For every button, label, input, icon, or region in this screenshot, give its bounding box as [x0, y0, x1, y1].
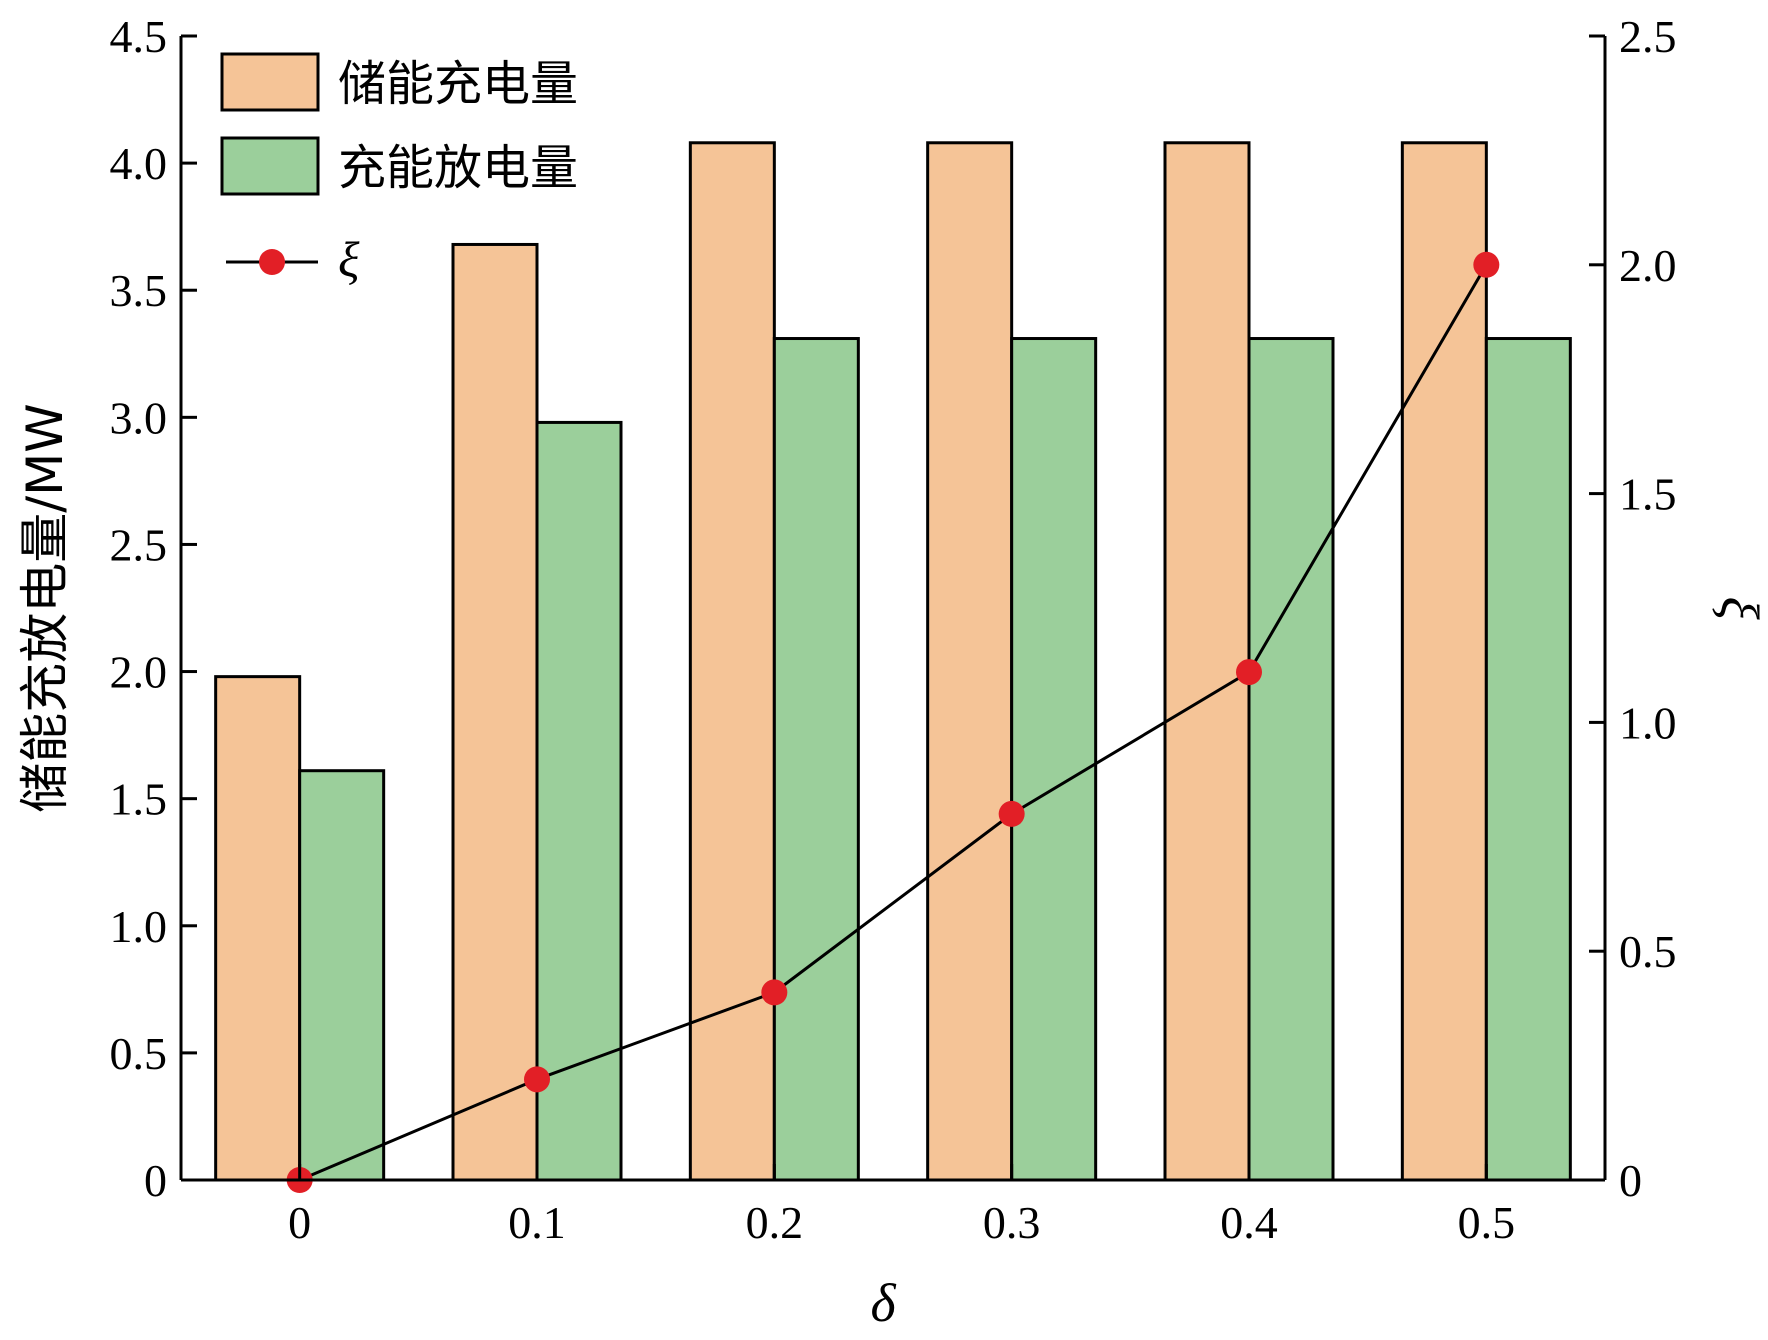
y2-tick-label-0: 0	[1619, 1155, 1642, 1206]
x-tick-label-1: 0.1	[508, 1197, 566, 1248]
x-tick-label-3: 0.3	[983, 1197, 1041, 1248]
bar-discharge-3	[1010, 337, 1098, 1182]
tick-layer: 0 0.5 1.0 1.5 2.0 2.5 3.0 3.5 4.0 4.5 0 0.5 1.0 1.5 2.…	[110, 11, 1677, 1248]
bar-discharge-5	[1484, 337, 1572, 1182]
bar-charge-4	[1163, 141, 1251, 1182]
bar-discharge-2	[772, 337, 860, 1182]
y2-tick-label-5: 2.5	[1619, 11, 1677, 62]
y-tick-label-2: 1.0	[110, 901, 168, 952]
x-tick-label-0: 0	[288, 1197, 311, 1248]
y2-axis-title: ξ	[1710, 596, 1768, 620]
x-tick-label-5: 0.5	[1458, 1197, 1516, 1248]
bar-charge-5	[1400, 141, 1488, 1182]
legend-label-discharge: 充能放电量	[338, 140, 578, 196]
xi-point-5	[1473, 251, 1500, 278]
y-tick-label-1: 0.5	[110, 1028, 168, 1079]
x-tick-label-4: 0.4	[1220, 1197, 1278, 1248]
xi-point-1	[524, 1066, 550, 1093]
bar-charge-1	[451, 242, 539, 1182]
y-tick-label-6: 3.0	[110, 392, 168, 443]
y-tick-label-0: 0	[144, 1155, 167, 1206]
x-tick-label-2: 0.2	[746, 1197, 804, 1248]
legend: 储能充电量 充能放电量 ξ	[220, 52, 578, 287]
legend-marker-xi	[259, 249, 285, 275]
legend-label-xi: ξ	[338, 231, 360, 287]
bar-charge-3	[926, 141, 1014, 1182]
line-layer	[286, 251, 1500, 1193]
bar-discharge-0	[298, 769, 386, 1182]
y-tick-label-4: 2.0	[110, 647, 168, 698]
y2-tick-label-4: 2.0	[1619, 240, 1677, 291]
y2-tick-label-1: 0.5	[1619, 926, 1677, 977]
y-tick-label-8: 4.0	[110, 138, 168, 189]
axes	[179, 36, 1607, 1182]
y-tick-label-7: 3.5	[110, 265, 168, 316]
xi-line	[299, 264, 1488, 1182]
legend-label-charge: 储能充电量	[338, 56, 578, 112]
xi-point-4	[1236, 659, 1262, 686]
bar-charge-0	[214, 675, 302, 1182]
y2-tick-label-2: 1.0	[1619, 697, 1677, 748]
bar-discharge-4	[1247, 337, 1335, 1182]
x-axis-title: δ	[870, 1273, 896, 1333]
xi-point-3	[998, 800, 1025, 827]
legend-swatch-charge	[220, 52, 320, 112]
bar-discharge-1	[535, 420, 623, 1182]
xi-point-2	[761, 979, 788, 1006]
y2-tick-label-3: 1.5	[1619, 469, 1677, 520]
y-tick-label-3: 1.5	[110, 774, 168, 825]
legend-swatch-discharge	[220, 136, 320, 196]
bar-layer	[214, 141, 1572, 1182]
y-tick-label-5: 2.5	[110, 519, 168, 570]
bar-charge-2	[688, 141, 776, 1182]
y-axis-title: 储能充放电量/MW	[16, 403, 74, 812]
y-tick-label-9: 4.5	[110, 11, 168, 62]
